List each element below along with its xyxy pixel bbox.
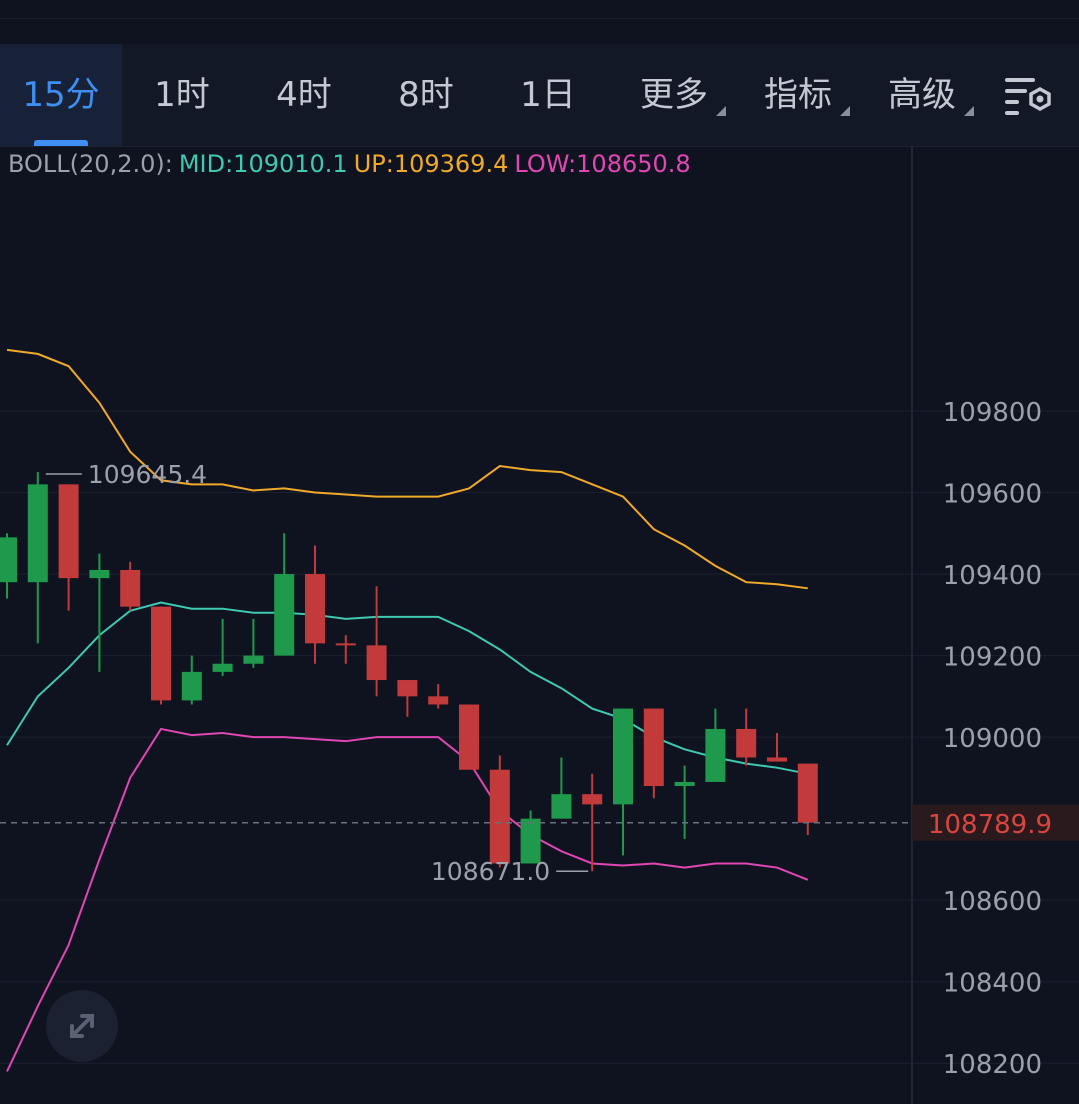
tab-1d[interactable]: 1日 <box>498 44 598 146</box>
expand-icon <box>70 1014 94 1038</box>
boll-name: BOLL(20,2.0): <box>8 150 173 178</box>
boll-mid-value: MID:109010.1 <box>178 150 348 178</box>
boll-upper-line <box>6 348 808 590</box>
candle-body <box>181 671 202 701</box>
candle-body <box>674 781 695 787</box>
candle-body <box>243 655 264 664</box>
y-axis-tick-label: 108200 <box>943 1050 1042 1080</box>
candle-body <box>428 696 449 705</box>
candle-body <box>643 708 664 787</box>
tab-indicators-dropdown[interactable]: 指标 <box>756 44 852 146</box>
candle-body <box>705 728 726 782</box>
y-axis-tick-label: 108600 <box>943 887 1042 917</box>
y-axis-tick-label: 109800 <box>943 398 1042 428</box>
tab-label: 高级 <box>888 75 956 115</box>
tab-label: 15分 <box>22 75 100 115</box>
dropdown-caret-icon <box>964 106 974 116</box>
candle-body <box>0 537 17 583</box>
low-marker-label: 108671.0 <box>431 857 550 886</box>
top-status-area <box>0 0 1079 44</box>
candle-body <box>797 763 818 823</box>
tab-label: 指标 <box>764 75 832 115</box>
candle-body <box>305 574 325 644</box>
dropdown-caret-icon <box>840 106 850 116</box>
candle-body <box>489 769 510 864</box>
candle-body <box>397 680 418 697</box>
candle-body <box>366 645 387 681</box>
candle-body <box>459 704 479 770</box>
boll-lower-line <box>6 727 809 1072</box>
candle-body <box>212 663 233 672</box>
candle-body <box>27 484 48 583</box>
tab-label: 更多 <box>640 75 708 115</box>
candle-body <box>613 708 633 805</box>
last-price-tag <box>912 804 1079 841</box>
divider <box>0 18 1079 19</box>
candle-body <box>120 569 141 607</box>
candle-body <box>89 569 110 579</box>
tab-more-dropdown[interactable]: 更多 <box>632 44 728 146</box>
tab-label: 4时 <box>276 75 332 115</box>
y-axis-tick-label: 108400 <box>943 969 1042 999</box>
boll-up-value: UP:109369.4 <box>353 150 509 178</box>
tab-label: 1时 <box>154 75 210 115</box>
tab-15m[interactable]: 15分 <box>0 44 122 146</box>
candle-body <box>582 794 603 805</box>
boll-legend: BOLL(20,2.0): MID:109010.1 UP:109369.4 LOW:… <box>8 150 697 178</box>
candle-body <box>151 606 171 701</box>
boll-mid-line <box>6 601 808 775</box>
y-axis-tick-label: 109200 <box>943 643 1042 673</box>
candle-body <box>274 574 295 656</box>
y-axis-tick-label: 109400 <box>943 561 1042 591</box>
tab-advanced-dropdown[interactable]: 高级 <box>880 44 976 146</box>
tab-1h[interactable]: 1时 <box>132 44 232 146</box>
chart-settings-icon[interactable] <box>1002 72 1056 120</box>
tab-label: 1日 <box>520 75 576 115</box>
candle-body <box>520 818 541 864</box>
tab-label: 8时 <box>398 75 454 115</box>
dropdown-caret-icon <box>716 106 726 116</box>
expand-chart-button[interactable] <box>46 990 118 1062</box>
candle-body <box>335 643 356 646</box>
candle-body <box>58 484 79 579</box>
tab-4h[interactable]: 4时 <box>254 44 354 146</box>
tab-8h[interactable]: 8时 <box>376 44 476 146</box>
boll-low-value: LOW:108650.8 <box>514 150 691 178</box>
last-price-label: 108789.9 <box>928 810 1052 840</box>
candle-body <box>736 728 757 758</box>
candlestick-chart[interactable]: 109800 109600 109400 109200 109000 108600 1084… <box>0 146 1079 1104</box>
y-axis-tick-label: 109600 <box>943 480 1042 510</box>
candle-body <box>551 794 572 819</box>
y-axis-tick-label: 109000 <box>943 724 1042 754</box>
active-tab-indicator <box>34 140 88 146</box>
timeframe-tab-bar: 15分 1时 4时 8时 1日 更多 指标 高级 <box>0 44 1079 147</box>
candle-body <box>767 757 787 762</box>
high-marker-label: 109645.4 <box>88 460 207 489</box>
